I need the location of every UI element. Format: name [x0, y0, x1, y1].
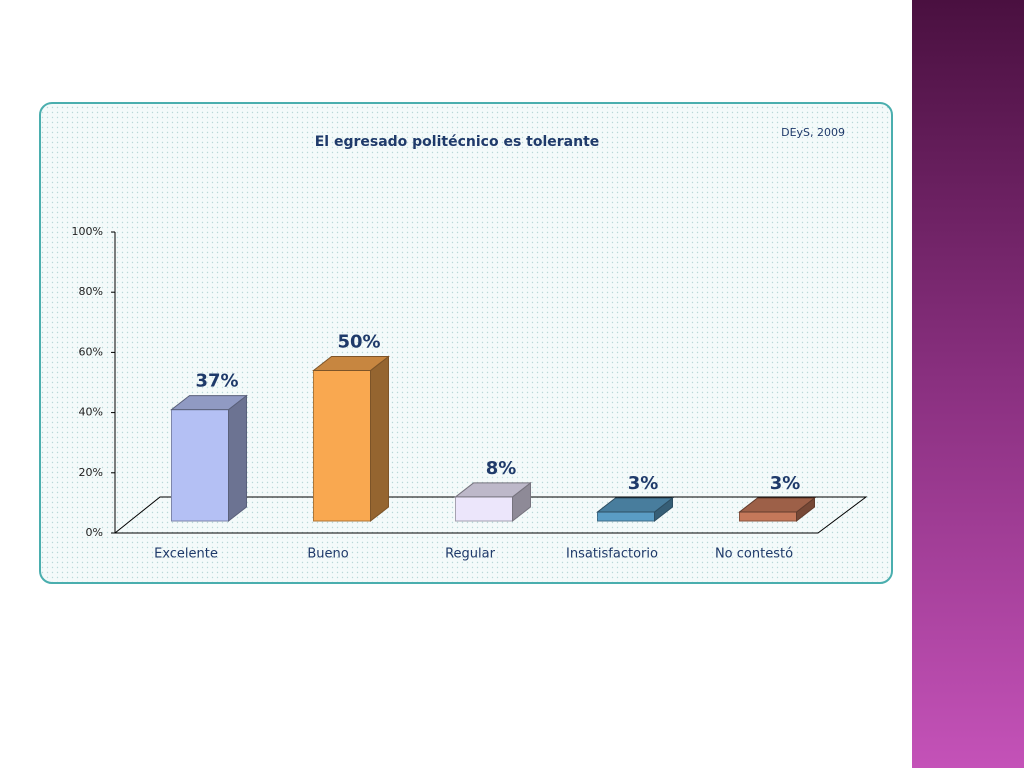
y-tick-label: 100% [72, 225, 103, 238]
value-label: 8% [486, 458, 517, 479]
source-note: DEyS, 2009 [781, 126, 845, 139]
bar-top [170, 395, 248, 411]
value-label: 3% [628, 473, 659, 494]
bar-top [312, 356, 390, 371]
y-tick-label: 80% [79, 285, 103, 298]
value-label: 3% [770, 473, 801, 494]
y-tick-label: 40% [79, 406, 103, 419]
bar [739, 511, 797, 522]
bar [171, 409, 229, 522]
bar [455, 496, 513, 522]
x-tick-label: Excelente [154, 547, 218, 562]
bar-top [454, 482, 532, 498]
value-label: 50% [337, 332, 380, 353]
bar [597, 511, 655, 522]
chart-title: El egresado politécnico es tolerante [315, 134, 600, 150]
bar-top [738, 497, 816, 513]
x-tick-label: Bueno [307, 547, 348, 562]
bar-top [596, 497, 674, 513]
bar-side [370, 355, 389, 523]
x-tick-label: Regular [445, 547, 496, 562]
y-tick-label: 0% [86, 526, 103, 539]
bar-side [228, 394, 247, 523]
bar [313, 370, 371, 522]
side-strip [912, 0, 1024, 768]
x-tick-label: No contestó [715, 547, 793, 562]
x-tick-label: Insatisfactorio [566, 547, 658, 562]
chart-frame [39, 102, 893, 584]
y-tick-label: 60% [79, 345, 103, 358]
floor [113, 496, 868, 534]
value-label: 37% [195, 371, 238, 392]
y-tick-label: 20% [79, 466, 103, 479]
